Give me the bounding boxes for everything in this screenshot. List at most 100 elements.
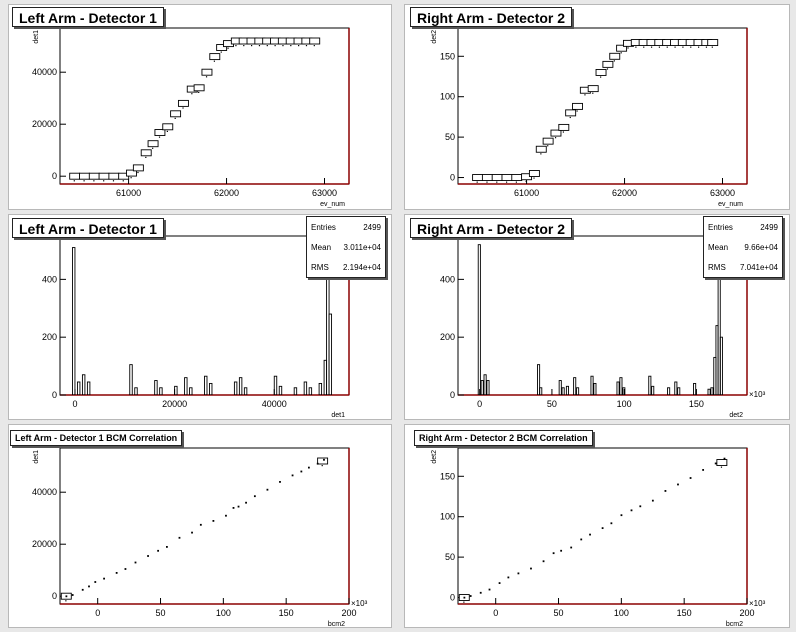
x-tick-label: 0 [493, 608, 498, 618]
histogram-bin [318, 382, 323, 395]
data-point [147, 555, 149, 557]
data-box-dot [505, 181, 508, 183]
data-box-dot [182, 107, 184, 109]
y-tick-label: 20000 [32, 539, 57, 549]
data-box-dot [720, 466, 723, 468]
marks [69, 37, 321, 182]
x-tick-label: 40000 [262, 399, 287, 409]
stats-mean-row: Mean 9.66e+04 [704, 237, 782, 257]
chart-6: 0 50 100 150 200 0 50 100 150 bcm2 det2 ×10³ [431, 447, 766, 628]
data-box-dot [274, 45, 276, 47]
data-box-dot [613, 60, 615, 62]
histogram-bin [159, 387, 163, 395]
data-point [589, 533, 591, 536]
x-tick-label: 150 [689, 399, 704, 409]
data-box-dot [682, 46, 684, 48]
data-box [108, 172, 120, 180]
data-box [472, 174, 484, 181]
stats-box-det2: Entries 2499 Mean 9.66e+04 RMS 7.041e+04 [703, 216, 783, 278]
stats-mean-label: Mean [311, 242, 332, 252]
data-box-dot [290, 45, 292, 47]
histogram-bin [81, 374, 86, 395]
data-box-dot [152, 147, 154, 149]
data-point [620, 514, 623, 517]
histogram-bin [483, 374, 487, 395]
data-point [300, 470, 303, 473]
data-box-dot [620, 52, 622, 54]
data-box [126, 169, 137, 177]
data-box-dot [282, 45, 284, 47]
data-point [664, 490, 667, 492]
histogram-bin [204, 375, 208, 395]
histogram-bin [677, 387, 681, 395]
y-tick-label: 0 [52, 591, 57, 601]
data-point [530, 567, 532, 570]
data-point [245, 501, 247, 504]
data-box [170, 110, 182, 118]
data-box-dot [83, 180, 85, 182]
x-tick-label: 50 [156, 608, 166, 618]
data-point [463, 596, 466, 599]
data-point [601, 527, 604, 530]
y-tick-label: 150 [440, 51, 455, 61]
x-tick-label: 63000 [312, 188, 337, 198]
histogram-bin [238, 377, 243, 395]
histogram-bin [707, 388, 711, 395]
data-box [140, 149, 152, 157]
data-point [651, 499, 654, 502]
x-tick-label: 150 [279, 608, 294, 618]
x-tick-label: 50 [554, 608, 564, 618]
data-box-dot [540, 153, 542, 155]
histogram-bin [651, 385, 655, 395]
marks [60, 457, 329, 602]
data-point [65, 595, 68, 598]
data-box [565, 109, 577, 117]
y-axis-label: det1 [33, 30, 40, 44]
pad-title-right-arm-detector2: Right Arm - Detector 2 [410, 7, 573, 27]
data-point [166, 546, 168, 548]
data-point [94, 581, 97, 583]
histogram-bin [174, 385, 178, 395]
histogram-bin [480, 380, 484, 395]
pad-title-right-arm-bcm-correlation: Right Arm - Detector 2 BCM Correlation [414, 430, 593, 446]
x-tick-label: 0 [72, 399, 77, 409]
x-tick-label: 61000 [116, 188, 141, 198]
stats-rms-label: RMS [311, 262, 329, 272]
data-box-dot [227, 47, 229, 49]
histogram-bin [710, 387, 714, 395]
data-point [81, 588, 84, 591]
data-box [481, 174, 493, 181]
histogram-bin [619, 377, 623, 395]
data-point [71, 594, 74, 596]
histogram-bin [561, 387, 565, 395]
x-tick-label: 100 [617, 399, 632, 409]
data-point [677, 483, 679, 486]
data-point [702, 469, 705, 471]
data-box-dot [112, 180, 115, 182]
data-box-dot [592, 92, 594, 94]
data-box-dot [251, 45, 253, 47]
x-tick-label: 62000 [612, 188, 637, 198]
y-tick-label: 200 [440, 332, 455, 342]
x-axis-label: bcm2 [328, 621, 345, 628]
data-point [552, 552, 555, 555]
stats-rms-label: RMS [708, 262, 726, 272]
data-box [587, 85, 599, 93]
data-point [580, 538, 583, 541]
data-point [570, 546, 573, 549]
data-point [560, 549, 563, 552]
data-point [199, 523, 202, 526]
data-point [323, 458, 325, 461]
histogram-bin [76, 381, 81, 395]
stats-mean-value: 3.011e+04 [343, 242, 381, 252]
histogram-bin [486, 380, 490, 395]
data-box-dot [515, 181, 517, 183]
y-tick-label: 400 [42, 274, 57, 284]
stats-entries-label: Entries [708, 222, 733, 232]
data-box-dot [174, 117, 176, 119]
pad-title-right-arm-detector2-hist: Right Arm - Detector 2 [410, 218, 573, 238]
pad-title-left-arm-bcm-correlation: Left Arm - Detector 1 BCM Correlation [10, 430, 183, 446]
data-box-dot [298, 45, 300, 47]
data-box-dot [650, 46, 653, 48]
stats-mean-label: Mean [708, 242, 729, 252]
